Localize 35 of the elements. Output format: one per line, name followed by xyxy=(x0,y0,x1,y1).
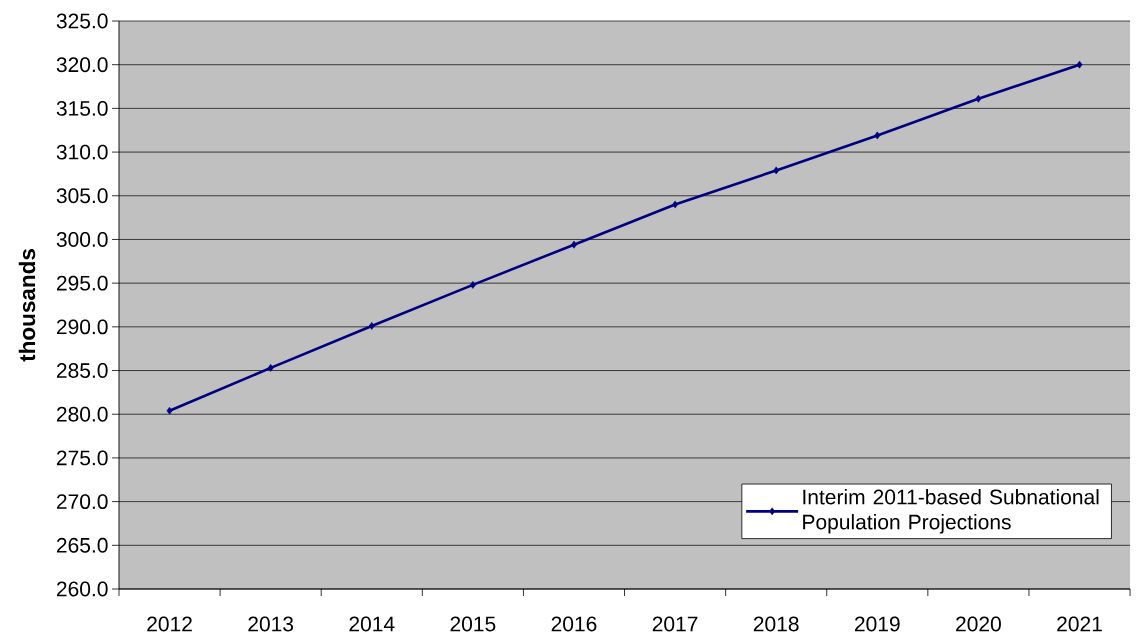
legend-label: Interim 2011-based Subnational Population Projections xyxy=(803,489,1099,534)
point xyxy=(874,131,881,140)
point xyxy=(166,406,173,415)
y-tick-label: 275.0 xyxy=(56,450,108,466)
y-tick-label: 270.0 xyxy=(56,494,108,510)
point xyxy=(672,200,679,209)
y-tick-label: 315.0 xyxy=(56,100,108,116)
x-tick-label: 2019 xyxy=(854,616,900,632)
point xyxy=(1076,60,1083,69)
x-tick-label: 2020 xyxy=(956,616,1001,632)
point xyxy=(773,166,780,175)
x-tick-label: 2016 xyxy=(551,616,597,632)
y-tick-label: 320.0 xyxy=(56,57,108,73)
x-tick-label: 2017 xyxy=(652,616,698,632)
x-tick-label: 2014 xyxy=(349,616,395,632)
point xyxy=(368,322,375,330)
y-tick-label: 265.0 xyxy=(56,537,108,553)
y-tick-label: 305.0 xyxy=(56,188,108,204)
y-tick-label: 295.0 xyxy=(56,275,108,291)
x-tick-label: 2013 xyxy=(248,616,294,632)
y-tick-label: 280.0 xyxy=(56,406,108,422)
y-tick-label: 260.0 xyxy=(56,581,108,597)
x-tick-label: 2015 xyxy=(450,616,496,632)
y-axis-title: thousands xyxy=(18,249,36,362)
point xyxy=(975,94,982,103)
y-tick-label: 285.0 xyxy=(56,363,108,378)
x-tick-label: 2021 xyxy=(1057,616,1102,632)
x-tick-label: 2018 xyxy=(753,616,799,632)
y-tick-label: 325.0 xyxy=(56,13,108,29)
y-tick-label: 300.0 xyxy=(56,232,108,247)
y-tick-label: 310.0 xyxy=(56,144,108,160)
point xyxy=(469,281,476,289)
y-tick-label: 290.0 xyxy=(56,319,108,335)
x-tick-label: 2012 xyxy=(147,616,192,632)
point xyxy=(267,364,274,372)
